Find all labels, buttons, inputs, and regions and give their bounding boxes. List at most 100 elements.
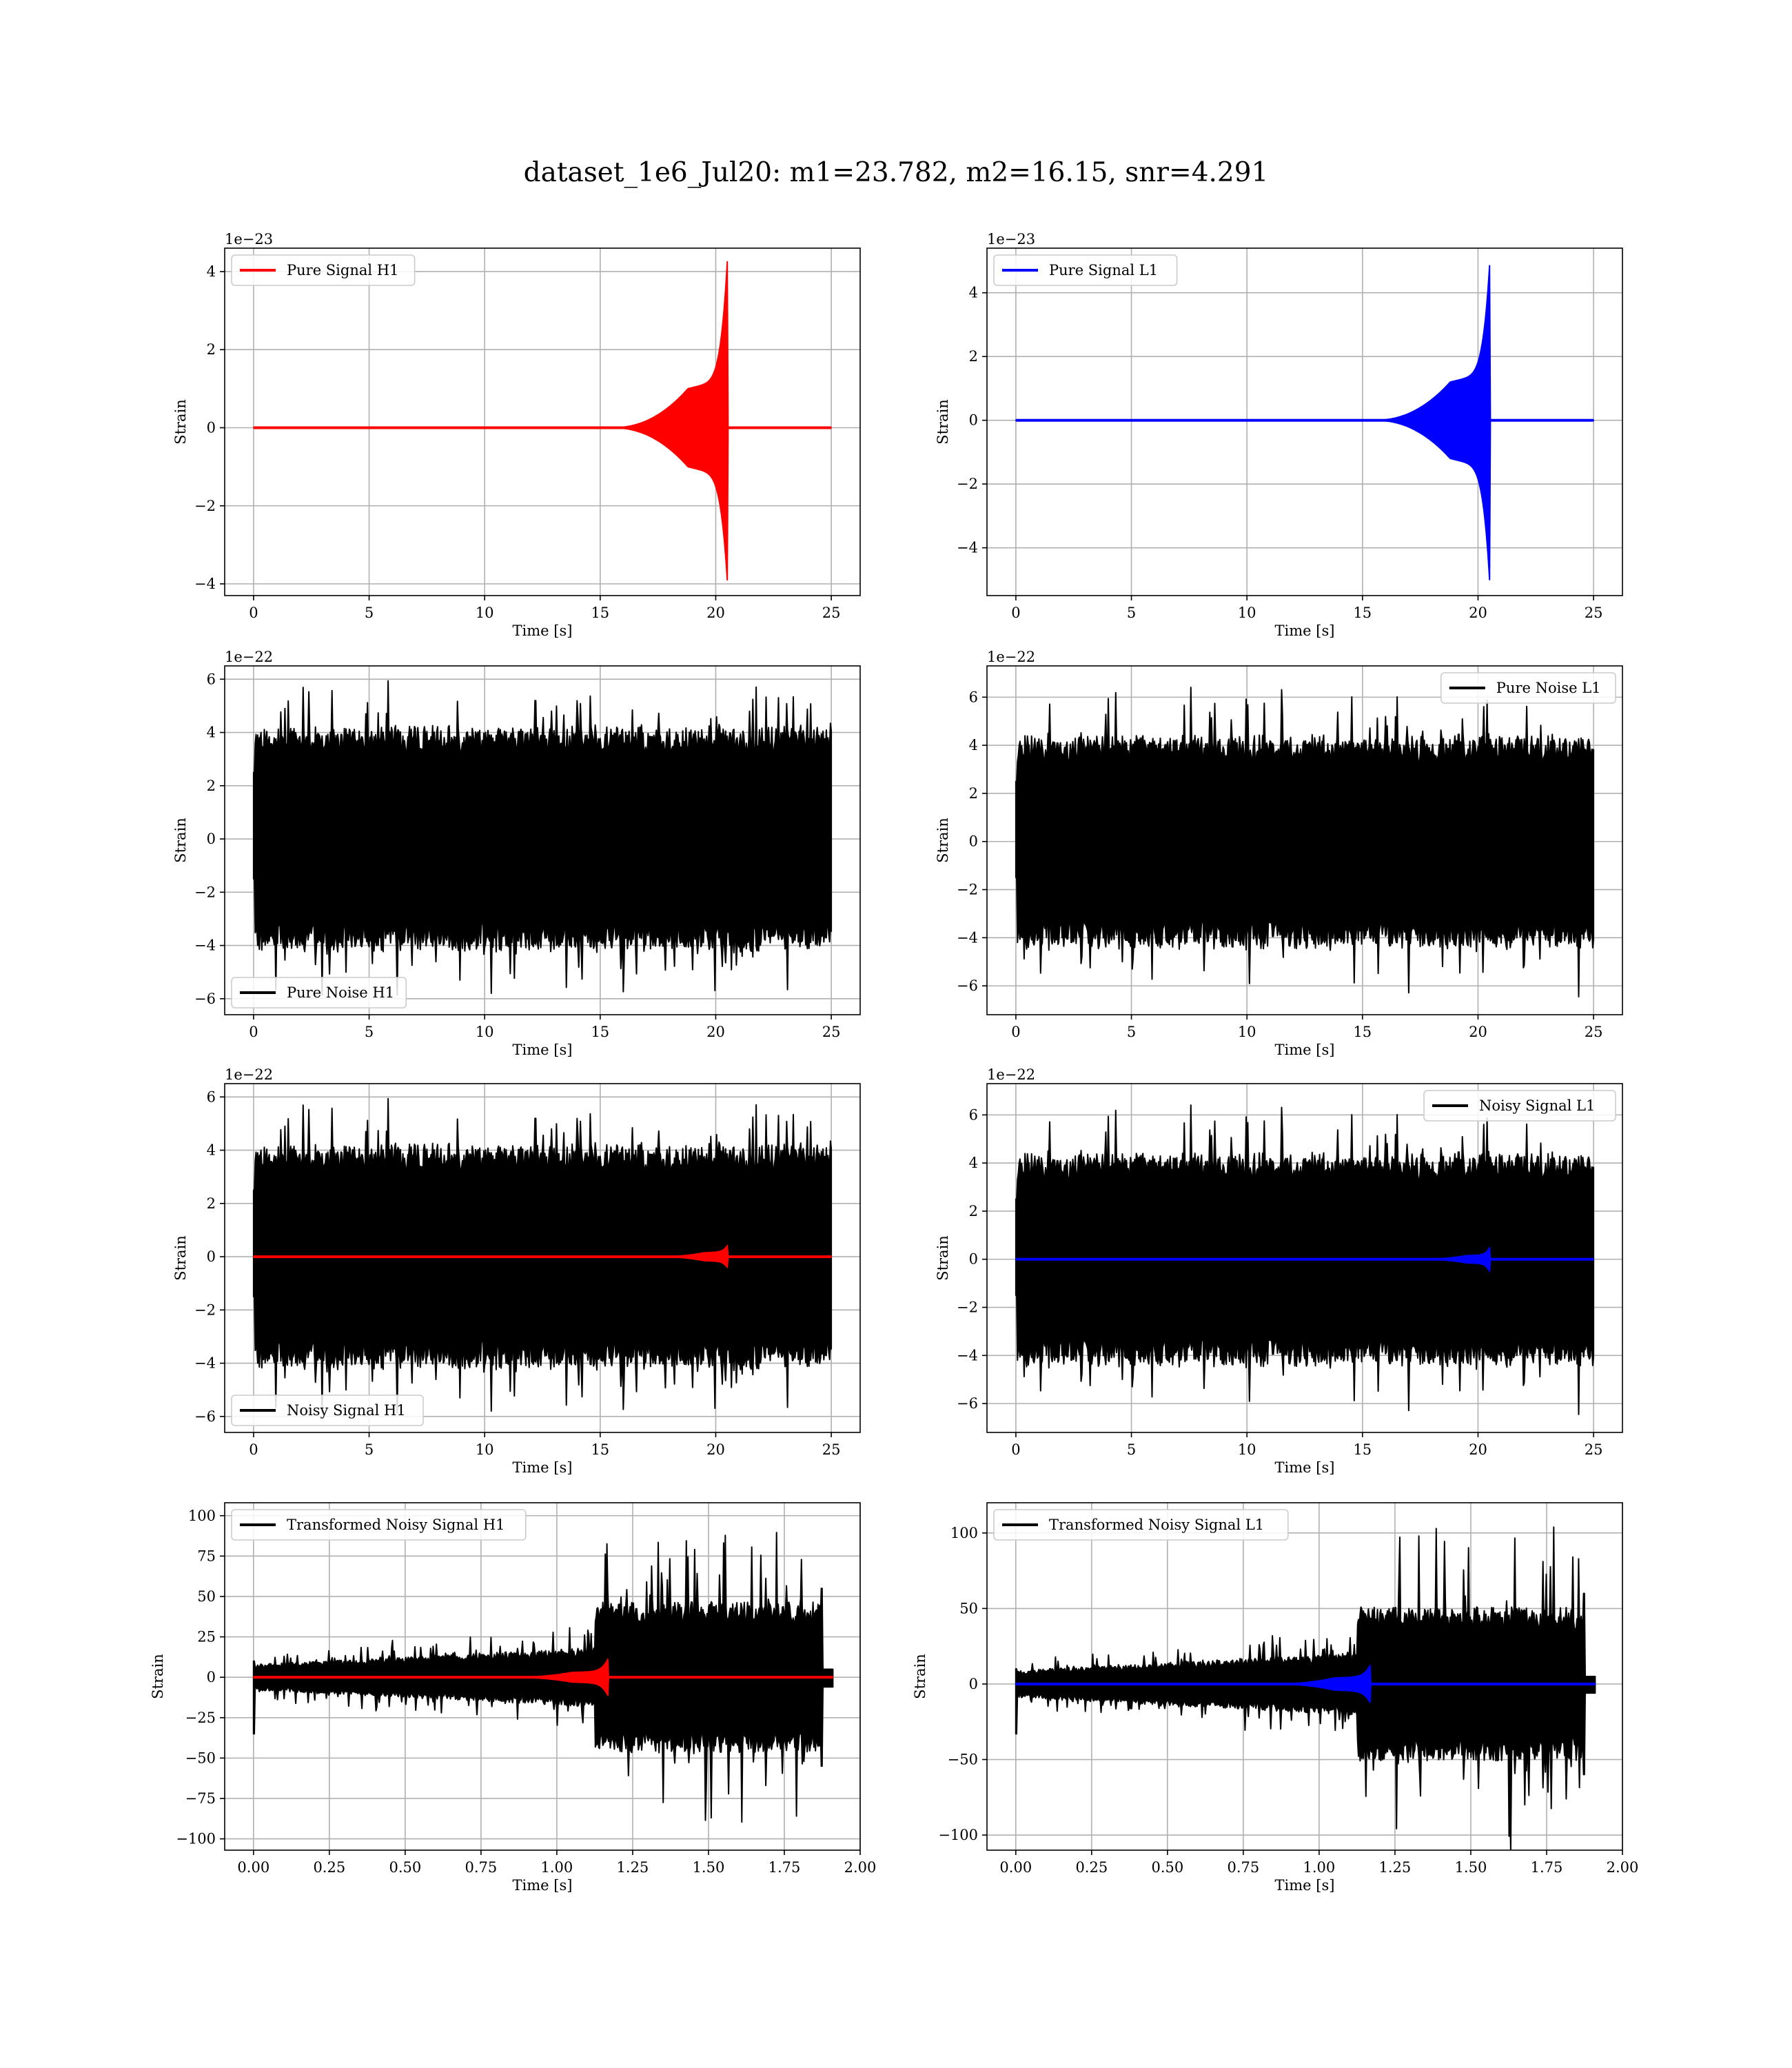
y-tick-label: −75 <box>185 1790 216 1807</box>
axes-frame <box>986 1083 1623 1433</box>
x-tick-label: 5 <box>365 605 374 621</box>
x-tick-label: 20 <box>706 605 725 621</box>
axes-frame <box>986 665 1623 1015</box>
series-group <box>252 261 833 581</box>
y-axis-label: Strain <box>172 1235 189 1281</box>
y-axis-label: Strain <box>172 818 189 863</box>
axes-frame <box>224 665 861 1015</box>
series-7-0-waveform <box>1015 1526 1596 1850</box>
series-group <box>1015 265 1595 580</box>
axis-offset-text: 1e−22 <box>225 649 273 665</box>
x-tick-label: 5 <box>1127 1024 1136 1040</box>
x-tick-label: 0.00 <box>237 1859 269 1876</box>
y-tick-label: −4 <box>957 929 978 946</box>
y-axis-label: Strain <box>935 399 951 445</box>
y-tick-label: 6 <box>207 671 216 687</box>
x-tick-label: 1.25 <box>1379 1859 1412 1876</box>
x-tick-label: 20 <box>1469 605 1487 621</box>
y-tick-label: −50 <box>948 1752 978 1768</box>
y-tick-label: −4 <box>194 576 216 592</box>
x-tick-label: 10 <box>1238 1024 1256 1040</box>
y-tick-label: −6 <box>194 1408 216 1425</box>
x-tick-label: 25 <box>822 1441 841 1458</box>
y-tick-label: 0 <box>969 1251 978 1268</box>
legend-box <box>231 1509 527 1541</box>
axes-frame <box>224 1502 861 1851</box>
series-group <box>1015 687 1595 997</box>
legend: Pure Signal H1 <box>231 254 416 286</box>
x-tick-label: 5 <box>1127 605 1136 621</box>
x-axis-label: Time [s] <box>513 1459 573 1476</box>
x-tick-label: 25 <box>1585 605 1603 621</box>
x-tick-label: 5 <box>1127 1441 1136 1458</box>
legend: Transformed Noisy Signal H1 <box>231 1509 527 1541</box>
x-axis-label: Time [s] <box>1275 1042 1335 1058</box>
legend: Pure Noise L1 <box>1440 672 1616 704</box>
y-tick-label: −6 <box>957 977 978 994</box>
x-tick-label: 15 <box>1353 605 1372 621</box>
x-tick-label: 1.50 <box>1455 1859 1487 1876</box>
x-tick-label: 10 <box>476 605 494 621</box>
y-tick-label: −2 <box>957 882 978 898</box>
x-tick-label: 20 <box>706 1024 725 1040</box>
x-tick-label: 25 <box>822 605 841 621</box>
y-tick-label: −4 <box>194 1355 216 1372</box>
y-tick-label: 2 <box>969 348 978 365</box>
y-tick-label: 6 <box>969 689 978 705</box>
x-tick-label: 15 <box>1353 1024 1372 1040</box>
y-axis-label: Strain <box>150 1654 166 1699</box>
x-tick-label: 0 <box>1011 1024 1020 1040</box>
legend: Pure Signal L1 <box>993 254 1178 286</box>
legend-label: Pure Signal H1 <box>287 262 398 278</box>
y-tick-label: 4 <box>207 724 216 741</box>
legend: Transformed Noisy Signal L1 <box>993 1509 1289 1541</box>
y-tick-label: 0 <box>969 412 978 429</box>
legend-box <box>231 1395 424 1426</box>
y-tick-label: −2 <box>957 476 978 492</box>
x-tick-label: 10 <box>1238 605 1256 621</box>
legend-box <box>993 254 1178 286</box>
legend-box <box>231 977 407 1008</box>
legend-box <box>1423 1090 1616 1122</box>
y-tick-label: 0 <box>969 833 978 850</box>
x-tick-label: 15 <box>1353 1441 1372 1458</box>
y-tick-label: −50 <box>185 1750 216 1766</box>
x-tick-label: 15 <box>591 605 609 621</box>
x-tick-label: 20 <box>1469 1024 1487 1040</box>
x-tick-label: 0.25 <box>1075 1859 1108 1876</box>
y-tick-label: 75 <box>197 1548 216 1564</box>
series-group <box>252 1532 834 1823</box>
y-tick-label: −2 <box>194 1301 216 1318</box>
legend-label: Noisy Signal L1 <box>1479 1097 1595 1114</box>
y-tick-label: −100 <box>176 1831 216 1847</box>
axes-frame <box>986 247 1623 596</box>
figure-title: dataset_1e6_Jul20: m1=23.782, m2=16.15, … <box>523 157 1269 188</box>
x-axis-label: Time [s] <box>513 1877 573 1894</box>
x-tick-label: 0.25 <box>313 1859 345 1876</box>
x-tick-label: 0.75 <box>1227 1859 1259 1876</box>
x-tick-label: 5 <box>365 1024 374 1040</box>
x-tick-label: 1.75 <box>1531 1859 1563 1876</box>
y-tick-label: −6 <box>194 991 216 1007</box>
x-tick-label: 25 <box>822 1024 841 1040</box>
x-tick-label: 1.50 <box>693 1859 725 1876</box>
y-tick-label: −2 <box>957 1299 978 1316</box>
y-tick-label: −4 <box>957 1347 978 1364</box>
x-tick-label: 25 <box>1585 1441 1603 1458</box>
x-tick-label: 15 <box>591 1024 609 1040</box>
axis-offset-text: 1e−22 <box>987 1066 1035 1083</box>
x-tick-label: 20 <box>706 1441 725 1458</box>
y-tick-label: 0 <box>207 1669 216 1685</box>
x-tick-label: 0 <box>249 605 258 621</box>
x-tick-label: 1.00 <box>541 1859 573 1876</box>
legend-label: Pure Signal L1 <box>1049 262 1158 278</box>
x-tick-label: 0 <box>1011 605 1020 621</box>
y-tick-label: 4 <box>969 737 978 753</box>
legend: Pure Noise H1 <box>231 977 407 1008</box>
y-tick-label: 2 <box>207 1195 216 1212</box>
